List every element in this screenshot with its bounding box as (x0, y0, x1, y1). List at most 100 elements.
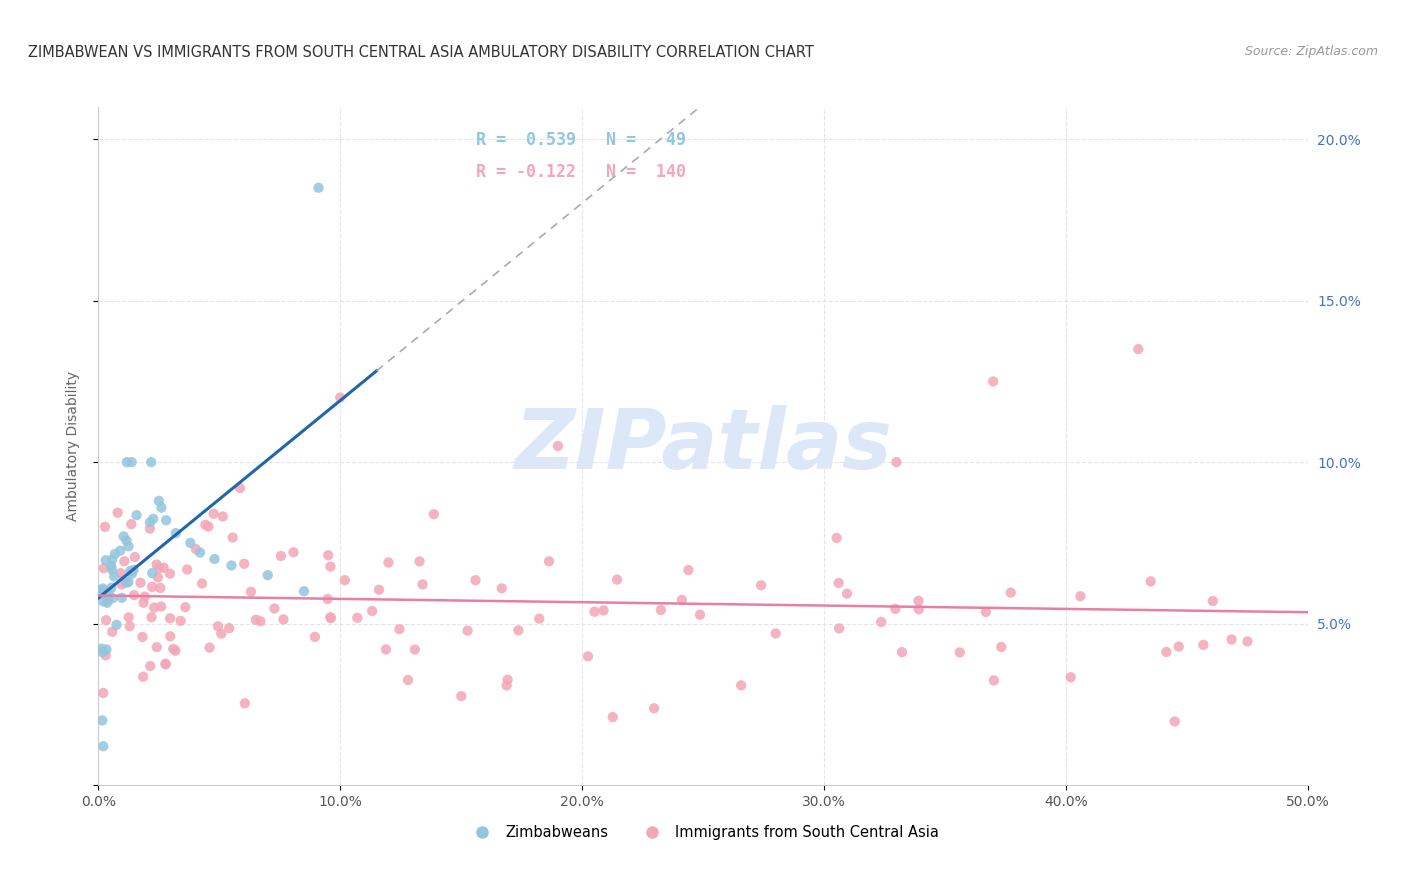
Point (211, 509, 233, 524)
Point (97, 593, 120, 607)
Point (209, 626, 232, 640)
Point (606, 573, 628, 587)
Point (361, 604, 384, 618)
Point (270, 549, 292, 563)
Point (139, 516, 162, 530)
Point (169, 614, 191, 628)
Point (221, 531, 243, 545)
Point (990, 640, 1012, 654)
Point (129, 575, 152, 590)
Point (1220, 632, 1243, 647)
Point (121, 455, 143, 469)
Point (825, 531, 848, 545)
Point (1192, 638, 1215, 652)
Point (835, 587, 858, 601)
Point (870, 615, 893, 629)
Point (495, 678, 517, 692)
Text: Source: ZipAtlas.com: Source: ZipAtlas.com (1244, 45, 1378, 58)
Point (689, 607, 711, 622)
Point (374, 642, 396, 657)
Point (117, 574, 139, 589)
Point (643, 701, 665, 715)
Point (165, 526, 187, 541)
Point (120, 564, 142, 578)
Point (94, 648, 117, 663)
Point (149, 581, 172, 595)
Point (146, 570, 169, 584)
Point (159, 566, 181, 581)
Point (152, 560, 174, 574)
Point (159, 611, 181, 625)
Point (283, 545, 305, 559)
Point (101, 591, 124, 606)
Point (131, 630, 153, 644)
Point (1000, 585, 1022, 599)
Point (91, 645, 114, 659)
Point (148, 561, 170, 575)
Point (207, 619, 229, 633)
Point (828, 576, 851, 591)
Point (188, 545, 211, 559)
Point (107, 506, 129, 520)
Point (132, 596, 155, 610)
Point (101, 624, 124, 639)
Point (730, 678, 752, 692)
Point (141, 566, 163, 580)
Point (115, 533, 138, 548)
Point (308, 180, 330, 194)
Point (118, 610, 141, 624)
Point (547, 439, 569, 453)
Point (125, 508, 148, 523)
Point (139, 659, 162, 673)
Point (229, 481, 252, 495)
Point (141, 455, 163, 469)
Point (329, 391, 352, 405)
Point (120, 517, 142, 532)
Point (1167, 640, 1189, 654)
Point (179, 536, 201, 550)
Point (110, 543, 132, 558)
Point (103, 569, 125, 583)
Point (404, 642, 426, 657)
Point (94, 613, 117, 627)
Point (118, 619, 141, 633)
Point (90, 587, 112, 601)
Point (112, 573, 135, 587)
Point (174, 600, 197, 615)
Point (132, 670, 155, 684)
Point (583, 605, 606, 619)
Point (198, 640, 221, 655)
Point (319, 611, 342, 625)
Point (1069, 589, 1091, 603)
Point (1202, 594, 1225, 608)
Point (333, 573, 356, 587)
Point (368, 582, 391, 597)
Point (91, 583, 114, 598)
Point (1128, 342, 1150, 356)
Legend: Zimbabweans, Immigrants from South Central Asia: Zimbabweans, Immigrants from South Centr… (461, 819, 945, 846)
Point (115, 455, 138, 469)
Point (884, 602, 907, 616)
Point (101, 563, 124, 577)
Point (204, 552, 226, 566)
Point (650, 603, 672, 617)
Point (96, 596, 118, 610)
Point (671, 593, 693, 607)
Point (256, 568, 278, 582)
Point (91, 594, 114, 608)
Text: R =  0.539   N =   49: R = 0.539 N = 49 (475, 131, 686, 149)
Point (983, 673, 1005, 688)
Point (1163, 714, 1185, 729)
Point (112, 554, 135, 568)
Point (111, 591, 134, 605)
Point (981, 375, 1004, 389)
Point (104, 547, 127, 561)
Point (100, 558, 122, 573)
Point (423, 507, 446, 521)
Point (249, 615, 271, 629)
Point (97, 587, 120, 601)
Point (90, 641, 112, 656)
Y-axis label: Ambulatory Disability: Ambulatory Disability (66, 371, 80, 521)
Point (319, 610, 342, 624)
Point (765, 626, 787, 640)
